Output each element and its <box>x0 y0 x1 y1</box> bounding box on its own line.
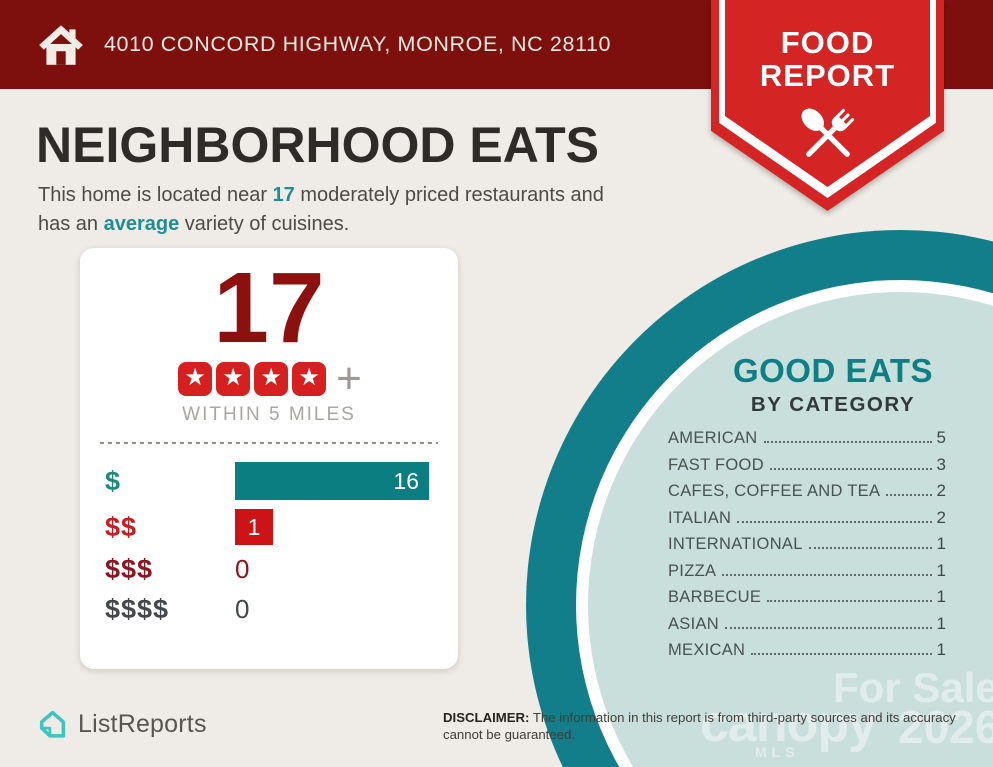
category-name: ASIAN <box>668 614 720 633</box>
category-list: AMERICAN 5 FAST FOOD 3 CAFES, COFFEE AND TEA… <box>668 428 946 667</box>
price-tier-row: $16 <box>105 462 458 500</box>
price-tier-row: $$$ 0 <box>105 554 458 585</box>
category-row: AMERICAN 5 <box>668 428 946 455</box>
star-icon: ★ <box>292 362 327 396</box>
category-count: 1 <box>936 587 946 606</box>
watermark-for-sale: For Sale <box>833 664 993 711</box>
price-tier-row: $$$$ 0 <box>105 594 458 625</box>
tier-label: $$$$ <box>105 594 170 624</box>
tier-bar: 1 <box>235 509 273 545</box>
dotted-leader <box>767 600 932 602</box>
dotted-leader <box>769 467 932 470</box>
restaurant-count: 17 <box>213 252 325 364</box>
star-icon: ★ <box>178 362 213 396</box>
tier-label: $$ <box>105 511 138 542</box>
dotted-leader <box>737 520 932 523</box>
tier-label: $$$ <box>105 554 154 584</box>
good-eats-title: GOOD EATS <box>732 352 934 389</box>
category-name: AMERICAN <box>668 429 758 447</box>
category-count: 1 <box>936 560 946 580</box>
within-miles-label: WITHIN 5 MILES <box>182 404 356 425</box>
category-count: 2 <box>936 507 946 527</box>
category-count: 1 <box>936 640 946 659</box>
disclaimer-text: DISCLAIMER: The information in this repo… <box>443 710 956 742</box>
listreports-logo: ListReports <box>36 708 207 741</box>
category-name: BARBECUE <box>668 588 762 606</box>
category-row: FAST FOOD 3 <box>668 455 946 482</box>
category-name: MEXICAN <box>668 641 746 659</box>
page-subtitle: This home is located near 17 moderately … <box>38 184 604 235</box>
category-name: PIZZA <box>668 561 717 580</box>
category-name: CAFES, COFFEE AND TEA <box>668 482 881 500</box>
star-icon: ★ <box>216 362 251 396</box>
spoon-fork-icon <box>801 108 854 157</box>
price-tier-row: $$ 1 <box>105 509 458 545</box>
dotted-leader <box>725 626 932 629</box>
home-icon <box>39 24 83 65</box>
restaurant-stat-card: 17 ★ ★ ★ ★ + WITHIN 5 MILES $16 $$ 1 $$$ 0 $$$$ 0 <box>80 248 458 669</box>
category-row: ITALIAN 2 <box>668 508 946 535</box>
dashed-divider <box>100 442 438 444</box>
category-count: 2 <box>936 481 946 500</box>
category-row: INTERNATIONAL 1 <box>668 534 946 561</box>
tier-bar: 16 <box>235 462 429 500</box>
category-count: 5 <box>936 428 946 447</box>
dotted-leader <box>808 547 932 549</box>
category-row: PIZZA 1 <box>668 561 946 588</box>
category-row: BARBECUE 1 <box>668 587 946 614</box>
star-icon: ★ <box>254 362 289 396</box>
price-tier-chart: $16 $$ 1 $$$ 0 $$$$ 0 <box>105 462 458 625</box>
dotted-leader <box>763 441 932 443</box>
tier-label: $ <box>105 465 122 496</box>
category-name: FAST FOOD <box>668 455 764 474</box>
ribbon-title-line2: REPORT <box>759 58 896 93</box>
dotted-leader <box>722 573 932 576</box>
category-count: 3 <box>936 454 946 474</box>
property-address: 4010 CONCORD HIGHWAY, MONROE, NC 28110 <box>104 32 612 56</box>
rating-stars: ★ ★ ★ ★ + <box>80 354 458 403</box>
tier-zero-value: 0 <box>235 554 250 584</box>
food-report-ribbon: FOOD REPORT <box>711 0 944 211</box>
plus-icon: + <box>336 354 362 403</box>
category-count: 1 <box>936 534 946 553</box>
good-eats-subtitle: BY CATEGORY <box>750 393 916 416</box>
watermark-canopy: canopy <box>700 695 877 753</box>
variety-highlight: average <box>103 213 180 235</box>
tier-zero-value: 0 <box>235 594 250 624</box>
dotted-leader <box>751 653 932 655</box>
category-name: INTERNATIONAL <box>668 535 803 553</box>
page-title: NEIGHBORHOOD EATS <box>36 117 599 173</box>
ribbon-title-line1: FOOD <box>780 25 875 60</box>
restaurant-count-inline: 17 <box>272 184 295 206</box>
category-row: CAFES, COFFEE AND TEA 2 <box>668 481 946 508</box>
category-row: ASIAN 1 <box>668 614 946 641</box>
category-row: MEXICAN 1 <box>668 640 946 667</box>
listreports-house-icon <box>39 710 66 738</box>
category-count: 1 <box>936 613 946 633</box>
category-name: ITALIAN <box>668 508 732 527</box>
listreports-wordmark: ListReports <box>78 710 207 738</box>
watermark-mls: MLS <box>755 744 800 760</box>
dotted-leader <box>886 494 932 496</box>
good-eats-heading: GOOD EATS BY CATEGORY <box>698 352 968 417</box>
watermark-year: 2026 <box>898 701 993 753</box>
